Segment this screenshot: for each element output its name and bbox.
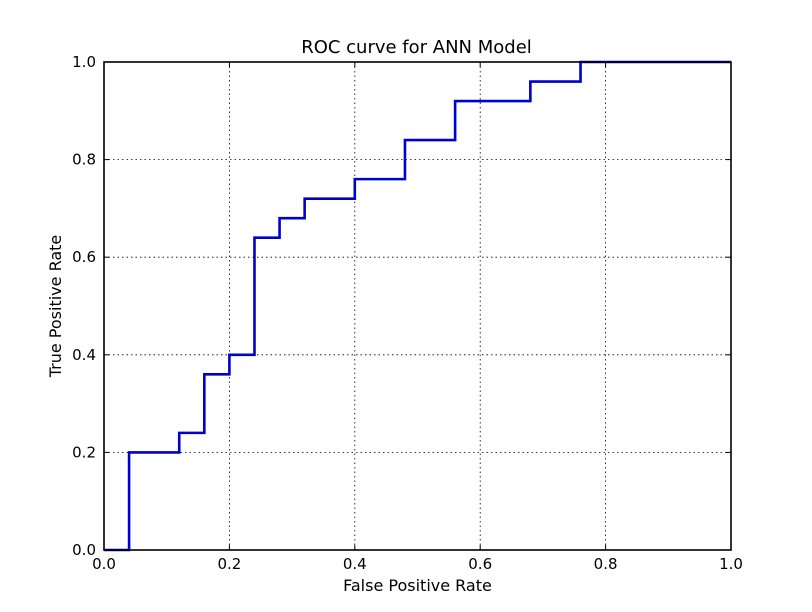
x-tick-label: 0.2 <box>217 555 241 573</box>
y-tick-label: 1.0 <box>72 53 96 71</box>
y-tick-label: 0.8 <box>72 151 96 169</box>
x-axis-label: False Positive Rate <box>343 576 492 595</box>
x-tick-label: 0.4 <box>343 555 367 573</box>
x-axis-tick-labels: 0.0 0.2 0.4 0.6 0.8 1.0 <box>92 555 743 573</box>
plot-frame <box>103 61 732 551</box>
y-tick-label: 0.2 <box>72 443 96 461</box>
roc-curve-line <box>104 60 731 552</box>
y-tick-label: 0.0 <box>72 541 96 559</box>
series-layer <box>104 60 731 552</box>
y-axis-tick-labels: 0.0 0.2 0.4 0.6 0.8 1.0 <box>72 53 96 559</box>
x-tick-label: 0.6 <box>468 555 492 573</box>
x-tick-label: 0.0 <box>92 555 116 573</box>
x-tick-label: 0.8 <box>594 555 618 573</box>
y-tick-label: 0.4 <box>72 346 96 364</box>
y-axis-label: True Positive Rate <box>46 235 65 379</box>
y-tick-label: 0.6 <box>72 248 96 266</box>
axis-ticks <box>103 61 732 551</box>
x-tick-label: 1.0 <box>719 555 743 573</box>
grid-lines <box>104 62 731 550</box>
chart-title: ROC curve for ANN Model <box>301 37 532 58</box>
